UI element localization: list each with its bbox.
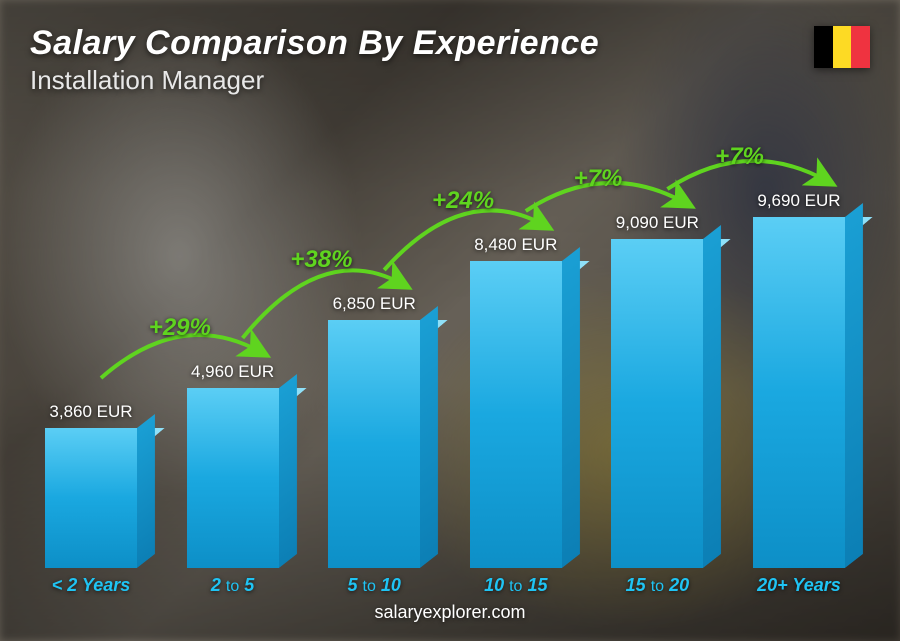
category-label: 10 to 15 [455,575,577,596]
bar-value-label: 3,860 EUR [49,402,132,422]
bar [187,388,279,568]
category-label: 15 to 20 [596,575,718,596]
country-flag-icon [814,26,870,68]
page-title: Salary Comparison By Experience [30,24,870,63]
bar [611,239,703,568]
bar-value-label: 9,690 EUR [757,191,840,211]
bar [45,428,137,568]
footer-attribution: salaryexplorer.com [30,602,870,623]
bar [328,320,420,568]
bar-slot: 3,860 EUR [30,402,152,568]
bar-value-label: 6,850 EUR [333,294,416,314]
bar-value-label: 9,090 EUR [616,213,699,233]
category-label: 20+ Years [738,575,860,596]
bar-slot: 8,480 EUR [455,235,577,568]
bar-slot: 6,850 EUR [313,294,435,568]
bar-value-label: 8,480 EUR [474,235,557,255]
salary-bar-chart: Average Monthly Salary 3,860 EUR 4,960 E… [30,106,870,596]
header: Salary Comparison By Experience Installa… [30,24,870,96]
bar-value-label: 4,960 EUR [191,362,274,382]
bar-slot: 4,960 EUR [172,362,294,568]
page-subtitle: Installation Manager [30,65,870,96]
category-label: < 2 Years [30,575,152,596]
bar [470,261,562,568]
category-label: 5 to 10 [313,575,435,596]
category-label: 2 to 5 [172,575,294,596]
bar-slot: 9,690 EUR [738,191,860,568]
bar [753,217,845,568]
bar-slot: 9,090 EUR [596,213,718,568]
